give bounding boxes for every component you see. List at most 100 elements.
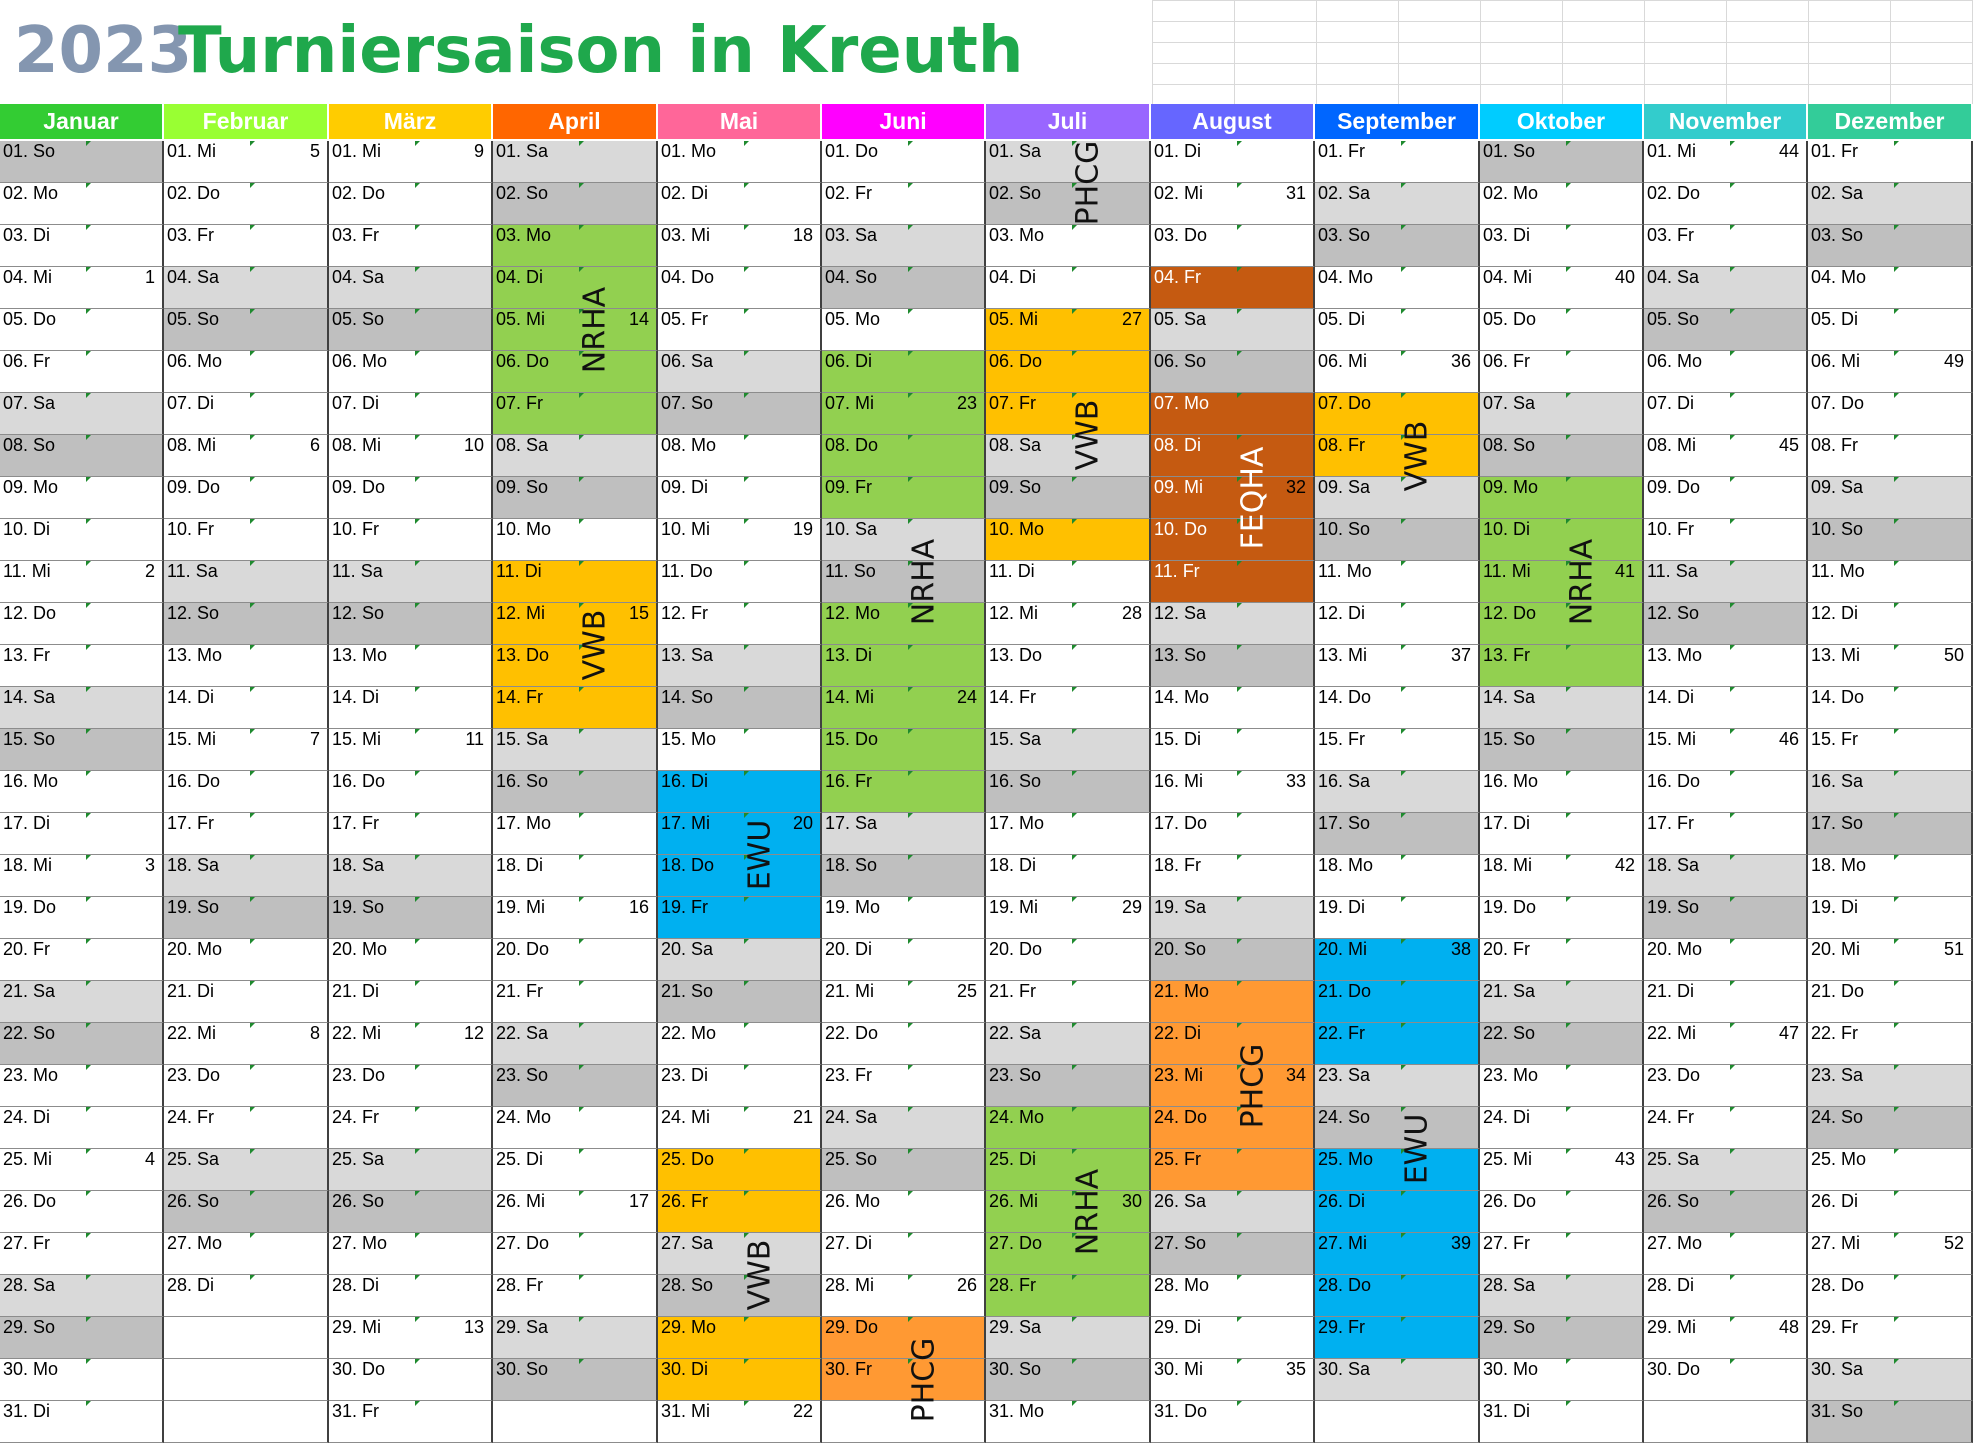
day-cell[interactable]: 04. Sa — [164, 267, 329, 309]
day-cell[interactable]: 30. Mi 35 — [1151, 1359, 1315, 1401]
day-cell[interactable]: 09. Sa — [1315, 477, 1480, 519]
day-cell[interactable]: 06. Fr — [0, 351, 164, 393]
day-cell[interactable]: 22. Fr — [1315, 1023, 1480, 1065]
day-cell[interactable]: 27. Mo — [1644, 1233, 1808, 1275]
day-cell[interactable]: 30. Mo — [0, 1359, 164, 1401]
day-cell[interactable]: 05. Mi 27 — [986, 309, 1151, 351]
day-cell[interactable]: 07. Mo — [1151, 393, 1315, 435]
day-cell[interactable]: 19. Mi 16 — [493, 897, 658, 939]
day-cell[interactable]: 02. Di — [658, 183, 822, 225]
day-cell[interactable]: 07. Di — [1644, 393, 1808, 435]
day-cell[interactable]: 06. So — [1151, 351, 1315, 393]
day-cell[interactable]: 05. So — [329, 309, 493, 351]
day-cell[interactable]: 16. Mi 33 — [1151, 771, 1315, 813]
day-cell[interactable]: 07. Sa — [0, 393, 164, 435]
day-cell[interactable]: 06. Di — [822, 351, 986, 393]
day-cell[interactable]: 10. So — [1808, 519, 1973, 561]
day-cell[interactable]: 06. Mi 49 — [1808, 351, 1973, 393]
day-cell[interactable]: 29. Mo — [658, 1317, 822, 1359]
day-cell[interactable]: 21. Fr — [986, 981, 1151, 1023]
day-cell[interactable]: 21. Do — [1315, 981, 1480, 1023]
day-cell[interactable]: 17. Do — [1151, 813, 1315, 855]
day-cell[interactable]: 19. Do — [0, 897, 164, 939]
day-cell[interactable]: 12. So — [164, 603, 329, 645]
day-cell[interactable]: 07. Do — [1315, 393, 1480, 435]
day-cell[interactable]: 15. So — [0, 729, 164, 771]
day-cell[interactable]: 25. So — [822, 1149, 986, 1191]
day-cell[interactable]: 29. Mi 13 — [329, 1317, 493, 1359]
day-cell[interactable]: 03. So — [1808, 225, 1973, 267]
day-cell[interactable]: 05. So — [164, 309, 329, 351]
day-cell[interactable]: 06. Sa — [658, 351, 822, 393]
day-cell[interactable]: 15. Fr — [1315, 729, 1480, 771]
day-cell[interactable]: 12. Do — [1480, 603, 1644, 645]
day-cell[interactable]: 25. Fr — [1151, 1149, 1315, 1191]
day-cell[interactable] — [1644, 1401, 1808, 1443]
day-cell[interactable]: 10. Fr — [164, 519, 329, 561]
day-cell[interactable]: 24. Fr — [1644, 1107, 1808, 1149]
day-cell[interactable]: 24. Sa — [822, 1107, 986, 1149]
day-cell[interactable]: 21. Mi 25 — [822, 981, 986, 1023]
day-cell[interactable]: 17. Fr — [329, 813, 493, 855]
day-cell[interactable]: 11. So — [822, 561, 986, 603]
day-cell[interactable]: 09. So — [986, 477, 1151, 519]
day-cell[interactable]: 22. Do — [822, 1023, 986, 1065]
day-cell[interactable]: 02. Do — [1644, 183, 1808, 225]
day-cell[interactable]: 22. Sa — [493, 1023, 658, 1065]
day-cell[interactable]: 21. Di — [1644, 981, 1808, 1023]
day-cell[interactable]: 19. So — [164, 897, 329, 939]
day-cell[interactable]: 10. Mi 19 — [658, 519, 822, 561]
day-cell[interactable]: 13. Di — [822, 645, 986, 687]
day-cell[interactable]: 06. Do — [986, 351, 1151, 393]
day-cell[interactable]: 27. Do — [493, 1233, 658, 1275]
day-cell[interactable]: 10. Di — [0, 519, 164, 561]
day-cell[interactable]: 21. Sa — [0, 981, 164, 1023]
day-cell[interactable]: 20. Sa — [658, 939, 822, 981]
day-cell[interactable]: 04. Mo — [1808, 267, 1973, 309]
day-cell[interactable]: 15. Mi 7 — [164, 729, 329, 771]
day-cell[interactable]: 15. Sa — [493, 729, 658, 771]
day-cell[interactable]: 25. Sa — [164, 1149, 329, 1191]
day-cell[interactable]: 04. Fr — [1151, 267, 1315, 309]
day-cell[interactable]: 24. Mi 21 — [658, 1107, 822, 1149]
day-cell[interactable]: 15. Mi 46 — [1644, 729, 1808, 771]
day-cell[interactable]: 20. Mo — [164, 939, 329, 981]
day-cell[interactable]: 22. Mo — [658, 1023, 822, 1065]
day-cell[interactable]: 20. Fr — [0, 939, 164, 981]
day-cell[interactable]: 04. Mi 1 — [0, 267, 164, 309]
day-cell[interactable]: 14. Sa — [1480, 687, 1644, 729]
day-cell[interactable]: 10. Fr — [329, 519, 493, 561]
day-cell[interactable]: 10. Fr — [1644, 519, 1808, 561]
day-cell[interactable]: 18. Sa — [164, 855, 329, 897]
day-cell[interactable]: 26. Sa — [1151, 1191, 1315, 1233]
day-cell[interactable]: 28. Sa — [0, 1275, 164, 1317]
day-cell[interactable]: 09. So — [493, 477, 658, 519]
day-cell[interactable]: 01. Fr — [1315, 141, 1480, 183]
day-cell[interactable]: 11. Sa — [1644, 561, 1808, 603]
day-cell[interactable]: 08. Fr — [1808, 435, 1973, 477]
day-cell[interactable]: 05. Mi 14 — [493, 309, 658, 351]
day-cell[interactable]: 16. Fr — [822, 771, 986, 813]
day-cell[interactable]: 30. Di — [658, 1359, 822, 1401]
day-cell[interactable]: 29. Sa — [986, 1317, 1151, 1359]
day-cell[interactable]: 21. Mo — [1151, 981, 1315, 1023]
day-cell[interactable]: 08. Sa — [986, 435, 1151, 477]
day-cell[interactable]: 06. Mo — [164, 351, 329, 393]
day-cell[interactable]: 21. Fr — [493, 981, 658, 1023]
day-cell[interactable]: 22. Mi 8 — [164, 1023, 329, 1065]
day-cell[interactable]: 27. Sa — [658, 1233, 822, 1275]
day-cell[interactable]: 11. Do — [658, 561, 822, 603]
day-cell[interactable]: 22. Fr — [1808, 1023, 1973, 1065]
day-cell[interactable]: 11. Mo — [1808, 561, 1973, 603]
day-cell[interactable]: 06. Mo — [329, 351, 493, 393]
day-cell[interactable]: 19. So — [1644, 897, 1808, 939]
day-cell[interactable]: 18. Do — [658, 855, 822, 897]
day-cell[interactable]: 07. Di — [164, 393, 329, 435]
day-cell[interactable]: 30. So — [986, 1359, 1151, 1401]
day-cell[interactable]: 14. Do — [1808, 687, 1973, 729]
day-cell[interactable]: 07. Do — [1808, 393, 1973, 435]
day-cell[interactable]: 09. Do — [329, 477, 493, 519]
day-cell[interactable]: 27. Mi 52 — [1808, 1233, 1973, 1275]
day-cell[interactable]: 06. Mo — [1644, 351, 1808, 393]
day-cell[interactable]: 20. Mo — [1644, 939, 1808, 981]
